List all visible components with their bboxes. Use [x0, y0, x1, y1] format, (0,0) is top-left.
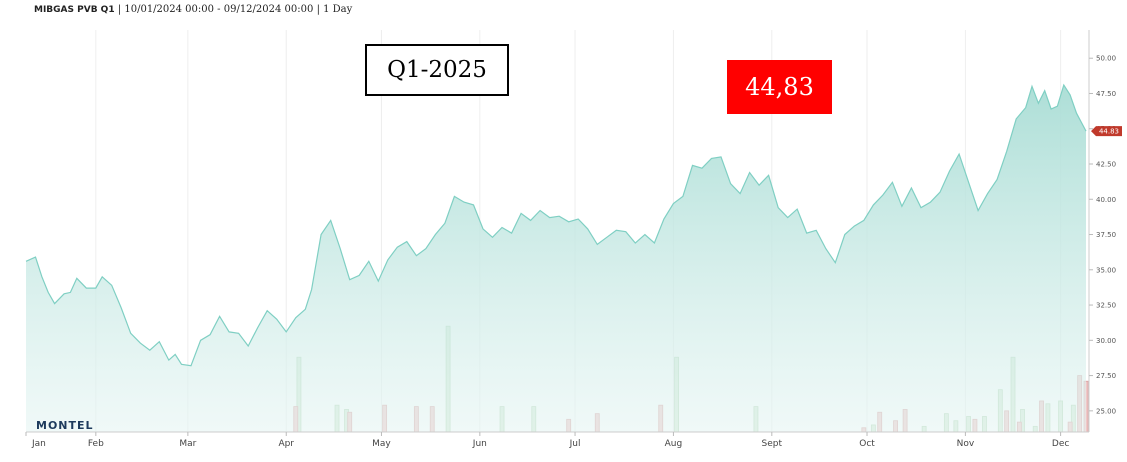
- last-price-tag-text: 44.83: [1099, 128, 1119, 136]
- instrument-symbol: MIBGAS PVB Q1: [34, 5, 115, 15]
- date-range: 10/01/2024 00:00 - 09/12/2024 00:00: [124, 4, 314, 15]
- x-tick-label: Aug: [665, 439, 683, 449]
- last-price-tag-shape: [1091, 126, 1122, 137]
- chart-header: MIBGAS PVB Q1 | 10/01/2024 00:00 - 09/12…: [34, 4, 352, 15]
- x-tick-label: Oct: [859, 439, 875, 449]
- price-line: [25, 83, 1087, 367]
- x-tick-label: Dec: [1052, 439, 1069, 449]
- y-tick-label: 47.50: [1096, 90, 1116, 98]
- x-tick-label: May: [372, 439, 391, 449]
- x-tick-label: Sept: [762, 439, 783, 449]
- price-label-box: 44,83: [727, 60, 832, 114]
- y-tick-label: 25.00: [1096, 407, 1116, 415]
- interval: 1 Day: [323, 4, 353, 15]
- x-tick-label: Jul: [569, 439, 581, 449]
- x-tick-label: Feb: [88, 439, 104, 449]
- y-tick-label: 42.50: [1096, 161, 1116, 169]
- header-separator: |: [117, 4, 122, 15]
- y-tick-label: 35.00: [1096, 266, 1116, 274]
- last-price-tag: 44.83: [1091, 126, 1122, 137]
- y-tick-label: 50.00: [1096, 55, 1116, 63]
- y-tick-label: 37.50: [1096, 231, 1116, 239]
- x-tick-label: Jan: [31, 439, 46, 449]
- x-tick-label: Jun: [472, 439, 487, 449]
- x-tick-label: Apr: [278, 439, 294, 449]
- contract-label-box: Q1-2025: [365, 44, 509, 96]
- header-separator-2: |: [316, 4, 320, 15]
- y-tick-label: 27.50: [1096, 372, 1116, 380]
- price-area: [26, 85, 1086, 432]
- axes: 50.0047.5045.0042.5040.0037.5035.0032.50…: [25, 30, 1116, 449]
- x-tick-label: Mar: [179, 439, 196, 449]
- x-tick-label: Nov: [957, 439, 975, 449]
- montel-logo: MONTEL: [36, 419, 94, 432]
- y-tick-label: 40.00: [1096, 196, 1116, 204]
- y-tick-label: 30.00: [1096, 337, 1116, 345]
- y-tick-label: 32.50: [1096, 302, 1116, 310]
